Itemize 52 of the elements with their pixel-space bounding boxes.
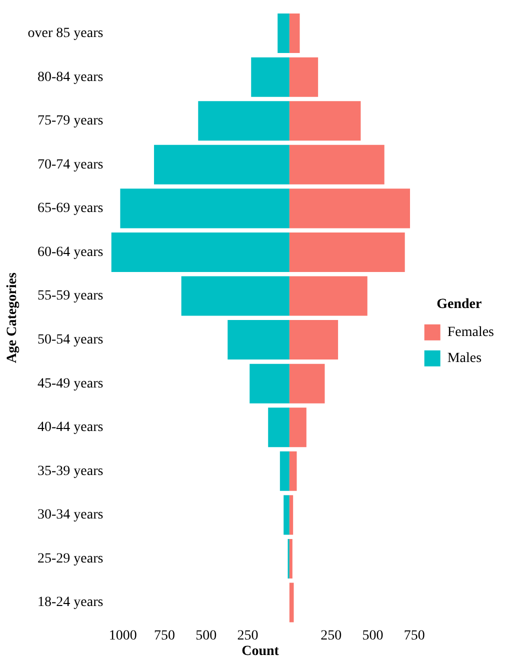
y-tick-label: 35-39 years: [38, 464, 104, 479]
bar: [289, 408, 306, 448]
bar: [289, 538, 292, 578]
y-tick-label: 70-74 years: [38, 157, 104, 172]
bar: [289, 57, 318, 97]
bar: [228, 320, 290, 360]
bar: [284, 495, 290, 535]
bar: [280, 451, 290, 491]
bar: [289, 188, 410, 228]
x-tick-label: 750: [404, 628, 425, 644]
legend-label: Females: [447, 325, 494, 340]
bar: [198, 101, 290, 141]
x-tick-label: 250: [320, 628, 342, 644]
y-tick-label: 80-84 years: [38, 70, 104, 85]
bar: [250, 364, 290, 404]
y-tick-label: 30-34 years: [38, 508, 104, 523]
bar: [289, 276, 368, 316]
bar: [289, 144, 384, 184]
y-tick-label: 55-59 years: [38, 288, 104, 304]
bar: [268, 408, 290, 448]
bar: [289, 14, 300, 54]
y-tick-label: 65-69 years: [38, 201, 104, 216]
x-tick-label: 1000: [108, 628, 137, 644]
y-tick-label: over 85 years: [28, 26, 104, 41]
bar: [289, 320, 338, 360]
y-tick-label: 18-24 years: [38, 595, 104, 610]
bar: [289, 582, 294, 622]
y-axis-title: Age Categories: [5, 272, 20, 364]
bar: [289, 364, 325, 404]
y-tick-label: 60-64 years: [38, 244, 104, 260]
bar: [181, 276, 290, 316]
bar: [251, 57, 290, 97]
x-tick-label: 250: [237, 628, 258, 644]
x-tick-label: 750: [154, 628, 176, 644]
bar: [289, 101, 361, 141]
x-tick-label: 500: [362, 628, 384, 644]
bar: [154, 144, 290, 184]
y-tick-label: 50-54 years: [38, 332, 104, 348]
y-tick-label: 40-44 years: [38, 420, 104, 436]
y-tick-label: 25-29 years: [38, 551, 104, 566]
bar: [289, 232, 405, 272]
x-tick-label: 500: [196, 628, 217, 644]
legend-label: Males: [447, 351, 482, 366]
bar: [278, 14, 290, 54]
bar: [289, 495, 294, 535]
y-tick-label: 75-79 years: [38, 114, 104, 129]
legend-title: Gender: [436, 297, 482, 312]
bar: [111, 232, 290, 272]
bar: [289, 451, 297, 491]
y-tick-label: 45-49 years: [38, 376, 104, 392]
bar: [120, 188, 290, 228]
x-axis-title: Count: [242, 644, 280, 660]
